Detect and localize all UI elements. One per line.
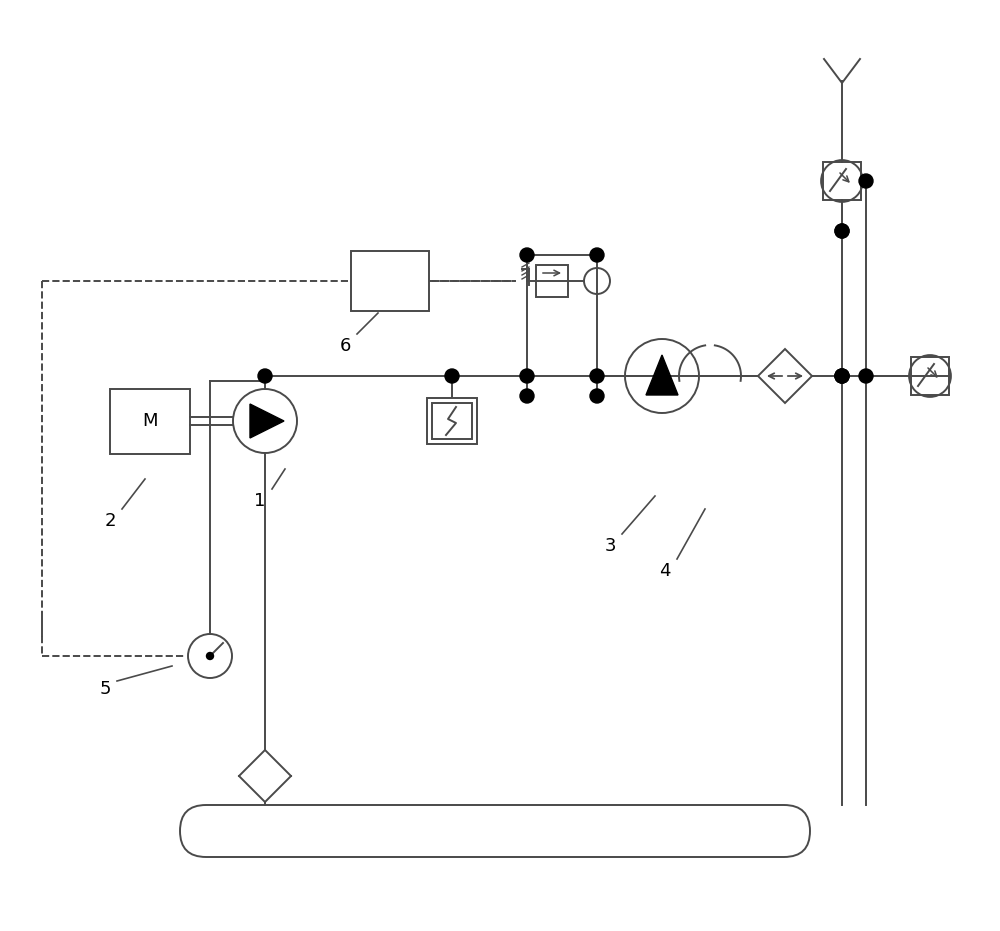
Polygon shape: [239, 750, 291, 802]
Bar: [823, 162, 861, 200]
Bar: [911, 357, 949, 395]
Circle shape: [835, 369, 849, 383]
Circle shape: [859, 174, 873, 188]
Circle shape: [835, 369, 849, 383]
Circle shape: [207, 653, 214, 659]
Polygon shape: [646, 355, 678, 395]
Polygon shape: [758, 349, 812, 403]
Text: 6: 6: [339, 337, 351, 355]
Text: 3: 3: [604, 537, 616, 555]
Circle shape: [590, 389, 604, 403]
Circle shape: [590, 369, 604, 383]
Text: 5: 5: [99, 680, 111, 698]
Text: 1: 1: [254, 492, 266, 510]
Circle shape: [835, 224, 849, 238]
Circle shape: [835, 369, 849, 383]
Bar: [432, 403, 472, 439]
Circle shape: [520, 389, 534, 403]
Bar: [536, 265, 568, 297]
Circle shape: [859, 369, 873, 383]
Polygon shape: [250, 404, 284, 438]
Circle shape: [258, 369, 272, 383]
Circle shape: [520, 369, 534, 383]
Bar: [351, 251, 429, 311]
Circle shape: [835, 224, 849, 238]
Bar: [110, 388, 190, 453]
Circle shape: [445, 369, 459, 383]
Circle shape: [520, 248, 534, 262]
Circle shape: [590, 248, 604, 262]
Text: M: M: [142, 412, 158, 430]
Text: 2: 2: [104, 512, 116, 530]
Text: 4: 4: [659, 562, 671, 580]
Bar: [427, 398, 477, 444]
